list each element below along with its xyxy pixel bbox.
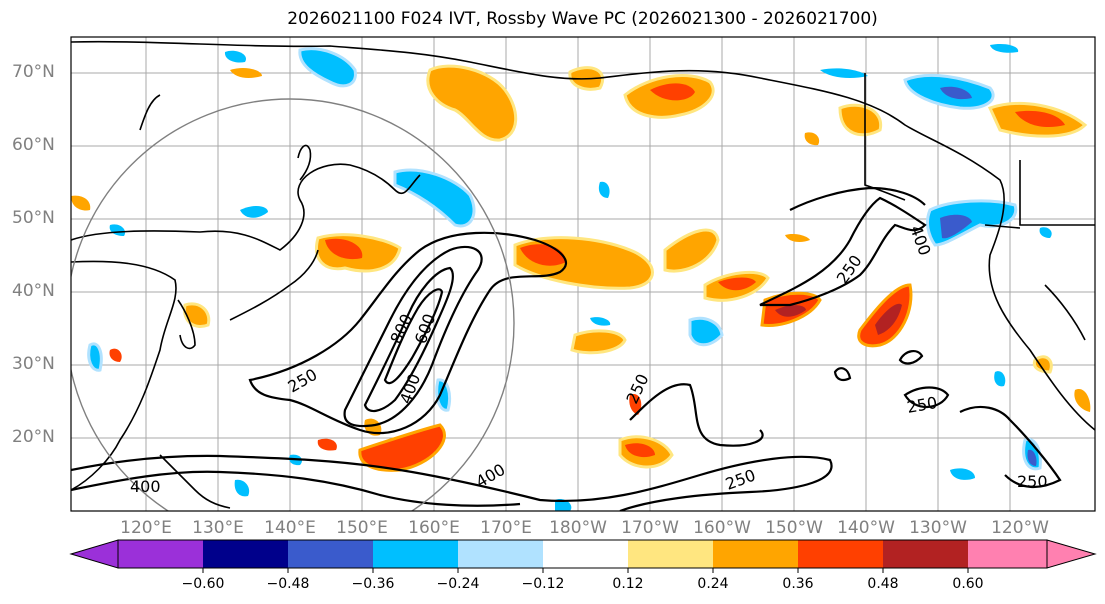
colorbar-swatch: [883, 540, 968, 568]
colorbar-swatch: [203, 540, 288, 568]
contour-label: 400: [130, 477, 161, 496]
longitude-label: 120°W: [991, 518, 1049, 538]
longitude-label: 120°E: [120, 518, 172, 538]
colorbar-under-extend: [69, 539, 119, 569]
longitude-label: 170°W: [621, 518, 679, 538]
longitude-label: 170°E: [480, 518, 532, 538]
colorbar-tick-label: 0.48: [867, 576, 899, 592]
negative-anomaly-regions: [87, 43, 1052, 511]
longitude-label: 140°E: [264, 518, 316, 538]
map-panel: 250 400 600 800 400 250 400 250 250 250 …: [71, 37, 1095, 511]
colorbar-over-extend: [1046, 539, 1097, 569]
colorbar-swatch: [118, 540, 203, 568]
colorbar-swatch: [288, 540, 373, 568]
longitude-label: 150°W: [765, 518, 823, 538]
longitude-label: 150°E: [336, 518, 388, 538]
longitude-label: 160°E: [408, 518, 460, 538]
colorbar-tick-label: −0.36: [351, 576, 395, 592]
latitude-label: 50°N: [12, 208, 55, 228]
longitude-label: 130°W: [909, 518, 967, 538]
coastlines: [71, 40, 1095, 509]
colorbar-swatch: [713, 540, 798, 568]
colorbar-tick-label: 0.24: [697, 576, 729, 592]
colorbar-swatch: [543, 540, 628, 568]
colorbar-tick-label: −0.24: [436, 576, 480, 592]
latitude-label: 20°N: [12, 427, 55, 447]
contour-label: 250: [1017, 472, 1048, 491]
colorbar-swatch: [968, 540, 1047, 568]
longitude-label: 180°W: [549, 518, 607, 538]
colorbar-tick-label: 0.36: [782, 576, 814, 592]
map-title: 2026021100 F024 IVT, Rossby Wave PC (202…: [287, 9, 878, 29]
latitude-label: 40°N: [12, 281, 55, 301]
colorbar-tick-label: 0.60: [952, 576, 984, 592]
map-frame: [70, 36, 1096, 512]
colorbar-swatch: [458, 540, 543, 568]
colorbar: [69, 539, 1097, 573]
colorbar-tick-label: −0.12: [521, 576, 565, 592]
longitude-label: 140°W: [837, 518, 895, 538]
colorbar-swatch: [798, 540, 883, 568]
colorbar-tick-label: −0.48: [266, 576, 310, 592]
positive-anomaly-regions: [71, 64, 1091, 472]
colorbar-swatch: [628, 540, 713, 568]
latitude-label: 60°N: [12, 135, 55, 155]
latitude-label: 30°N: [12, 354, 55, 374]
longitude-label: 130°E: [192, 518, 244, 538]
colorbar-tick-label: 0.12: [612, 576, 644, 592]
colorbar-tick-label: −0.60: [181, 576, 225, 592]
latitude-label: 70°N: [12, 62, 55, 82]
ivt-contours: [71, 186, 1062, 511]
longitude-label: 160°W: [693, 518, 751, 538]
radius-circle: [71, 98, 515, 511]
colorbar-swatch: [373, 540, 458, 568]
